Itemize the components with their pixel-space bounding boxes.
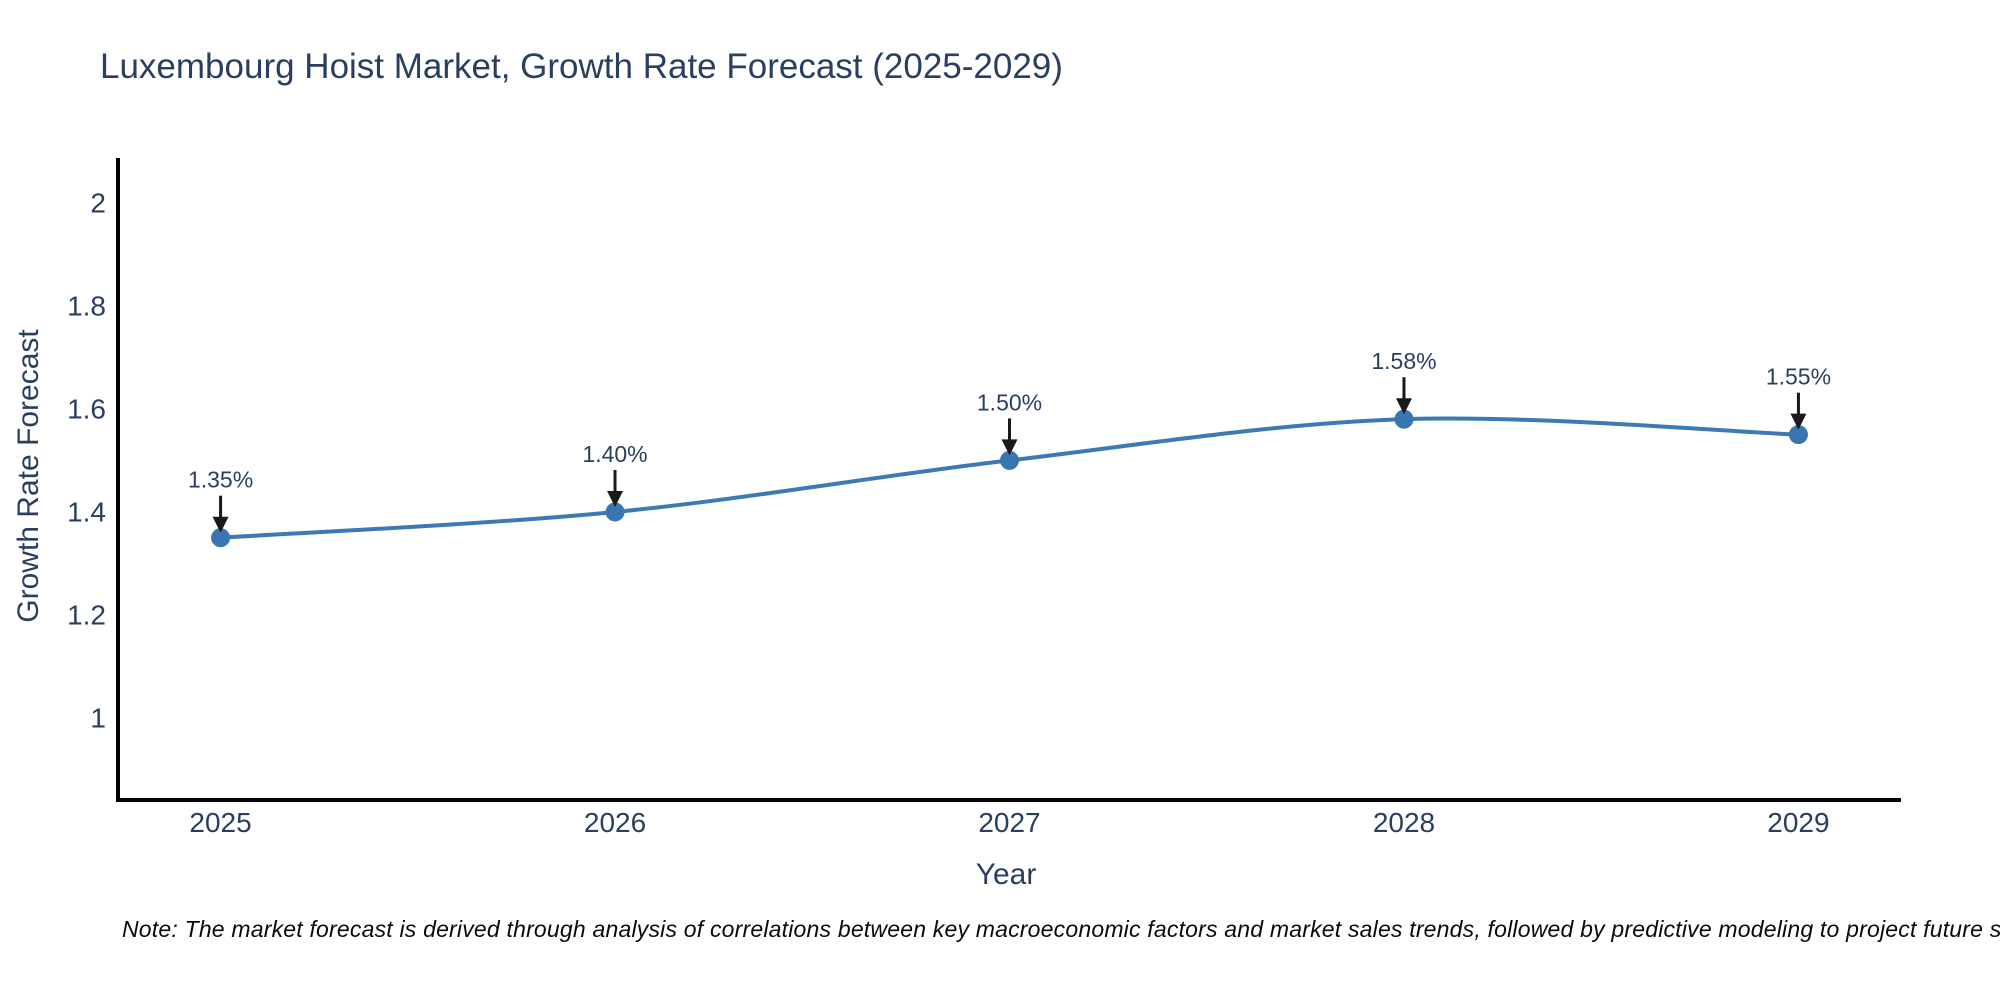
x-tick-label: 2027 [978, 807, 1040, 838]
y-tick-label: 1.8 [67, 290, 106, 321]
data-point-marker[interactable] [1394, 409, 1414, 429]
data-point-marker[interactable] [1000, 450, 1019, 470]
data-point-marker[interactable] [605, 502, 625, 522]
data-point-marker[interactable] [211, 528, 231, 548]
y-tick-label: 1.4 [67, 496, 106, 527]
data-point-label: 1.35% [188, 467, 253, 493]
chart-title: Luxembourg Hoist Market, Growth Rate For… [100, 47, 1063, 86]
data-point-label: 1.50% [977, 389, 1042, 415]
x-tick-label: 2028 [1373, 807, 1435, 838]
y-tick-label: 2 [90, 187, 106, 218]
x-axis-title: Year [975, 858, 1037, 891]
annotation-arrowhead-icon [1790, 413, 1807, 430]
footnote: Note: The market forecast is derived thr… [122, 916, 2000, 942]
data-point-marker[interactable] [1788, 425, 1808, 445]
data-point-label: 1.40% [582, 441, 647, 467]
y-axis-title: Growth Rate Forecast [12, 329, 45, 623]
x-tick-label: 2025 [189, 807, 251, 838]
y-tick-label: 1.2 [67, 600, 106, 631]
x-tick-label: 2029 [1767, 807, 1829, 838]
data-point-label: 1.55% [1766, 364, 1831, 390]
data-point-label: 1.58% [1371, 348, 1436, 374]
annotation-arrowhead-icon [1001, 439, 1018, 456]
annotation-arrowhead-icon [607, 490, 624, 507]
annotation-arrowhead-icon [1395, 398, 1412, 415]
x-tick-label: 2026 [584, 807, 646, 838]
y-tick-label: 1.6 [67, 393, 106, 424]
y-tick-label: 1 [90, 703, 106, 734]
annotation-arrowhead-icon [212, 516, 229, 533]
